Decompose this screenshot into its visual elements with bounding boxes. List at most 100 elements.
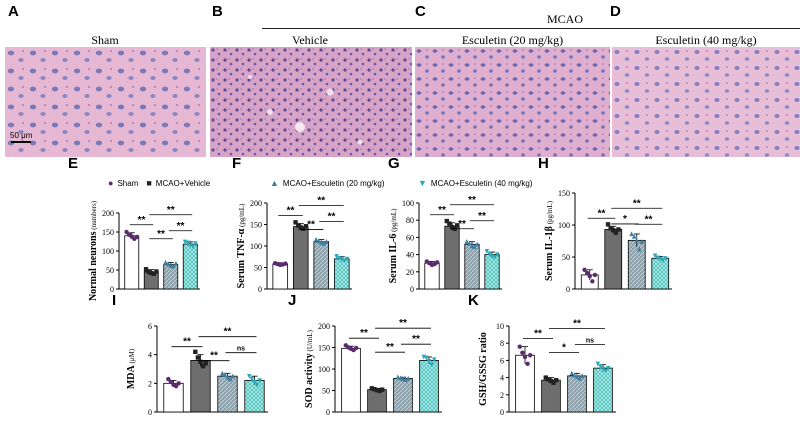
y-tick-label-j: 50: [322, 387, 330, 396]
y-tick-label-i: 2: [148, 379, 152, 388]
sig-label-f-2: **: [328, 212, 336, 223]
data-point-i-1: [198, 359, 203, 365]
data-point-h-3: [663, 256, 668, 261]
bar-f-2: [313, 241, 330, 290]
data-point-f-2: [324, 239, 329, 244]
data-point-j-3: [432, 357, 437, 363]
data-point-f-3: [342, 258, 347, 264]
sig-label-f-3: **: [317, 196, 325, 207]
data-point-i-2: [220, 370, 225, 376]
data-point-f-0: [283, 261, 288, 266]
data-point-k-2: [577, 375, 582, 381]
data-point-f-1: [295, 223, 301, 228]
sig-label-e-1: **: [157, 229, 165, 240]
y-tick-label-e: 100: [102, 247, 114, 256]
data-point-e-1: [146, 269, 151, 275]
histology-image-esc20: [415, 47, 610, 157]
data-point-f-2: [316, 238, 321, 244]
y-tick-label-k: 6: [500, 356, 504, 365]
data-point-h-3: [658, 256, 663, 262]
label-vehicle: Vehicle: [292, 33, 328, 47]
panel-letter-b: B: [212, 3, 223, 20]
data-point-i-1: [193, 349, 198, 354]
y-tick-label-e: 150: [102, 228, 114, 237]
y-tick-label-e: 0: [110, 285, 114, 294]
bar-f-3: [333, 258, 350, 290]
panel-letter-e: E: [68, 155, 78, 172]
data-point-k-1: [548, 378, 554, 384]
y-tick-label-k: 2: [500, 391, 504, 400]
bar-e-2: [163, 263, 179, 290]
data-point-k-0: [517, 344, 522, 349]
data-point-g-3: [484, 248, 489, 254]
histology-image-sham: 50 μm: [5, 47, 206, 157]
bar-j-2: [393, 378, 413, 413]
y-tick-label-e: 50: [106, 266, 114, 275]
data-point-h-0: [590, 279, 595, 284]
sig-label-i-2: ns: [237, 346, 245, 353]
y-axis-label-k: GSH/GSSG ratio: [478, 332, 489, 406]
sig-label-e-2: **: [177, 221, 185, 232]
data-point-h-3: [655, 255, 660, 261]
data-point-g-1: [447, 221, 452, 226]
data-point-j-1: [372, 387, 377, 392]
sig-label-j-0: **: [360, 328, 368, 339]
bar-k-3: [593, 367, 613, 413]
data-point-g-2: [464, 239, 469, 244]
y-tick-label-j: 0: [326, 408, 330, 417]
bar-i-0: [163, 382, 184, 413]
legend-marker-esc20: ▲: [270, 178, 279, 188]
data-point-g-2: [469, 243, 475, 249]
label-esc20: Esculetin (20 mg/kg): [461, 33, 564, 47]
data-point-f-3: [344, 256, 350, 262]
legend-esc20: MCAO+Esculetin (20 mg/kg): [282, 178, 385, 188]
data-point-h-1: [611, 227, 616, 233]
y-tick-label-i: 0: [148, 408, 152, 417]
bar-i-1: [190, 359, 211, 413]
bar-j-1: [367, 389, 387, 413]
y-axis-label-e: Normal neurons (numbers): [88, 200, 99, 301]
sig-label-g-0: **: [438, 205, 446, 216]
y-tick-label-h: 100: [558, 221, 570, 230]
data-point-e-1: [143, 267, 149, 272]
y-tick-label-i: 6: [148, 322, 152, 331]
sig-label-i-3: **: [224, 327, 232, 338]
bar-k-1: [541, 379, 561, 413]
data-point-k-1: [546, 377, 551, 382]
bar-i-3: [244, 380, 265, 413]
sig-label-e-3: **: [167, 205, 175, 216]
data-point-h-3: [660, 258, 666, 263]
data-point-h-3: [652, 253, 658, 259]
legend-row-3: ▼ MCAO+Esculetin (40 mg/kg): [410, 178, 533, 188]
data-point-k-3: [600, 366, 606, 372]
data-point-e-1: [154, 269, 159, 274]
data-point-k-3: [606, 365, 611, 371]
data-point-h-2: [639, 238, 645, 244]
data-point-e-1: [151, 271, 157, 276]
y-axis-label-i: MDA (μM): [126, 348, 137, 389]
scale-bar: [11, 141, 31, 143]
data-point-i-3: [247, 373, 252, 379]
bar-e-3: [182, 243, 198, 290]
y-tick-label-g: 100: [402, 199, 414, 208]
data-point-f-3: [334, 254, 339, 260]
data-point-j-1: [374, 387, 380, 393]
y-tick-label-g: 0: [410, 285, 414, 294]
data-point-h-1: [605, 222, 611, 227]
data-point-i-1: [200, 363, 206, 369]
data-point-h-0: [582, 267, 587, 272]
legend-row-2: ▲ MCAO+Esculetin (20 mg/kg): [262, 178, 385, 188]
data-point-k-2: [580, 373, 585, 379]
y-tick-label-f: 200: [250, 199, 262, 208]
sig-label-h-3: **: [633, 198, 641, 209]
data-point-k-0: [525, 361, 530, 367]
data-point-i-0: [166, 376, 171, 382]
panel-letter-d: D: [610, 3, 621, 20]
data-point-g-2: [467, 240, 472, 246]
data-point-j-3: [426, 359, 432, 364]
data-point-i-1: [203, 361, 208, 366]
legend-marker-sham: ●: [108, 178, 114, 188]
data-point-k-3: [598, 364, 603, 370]
data-point-e-2: [171, 263, 176, 269]
